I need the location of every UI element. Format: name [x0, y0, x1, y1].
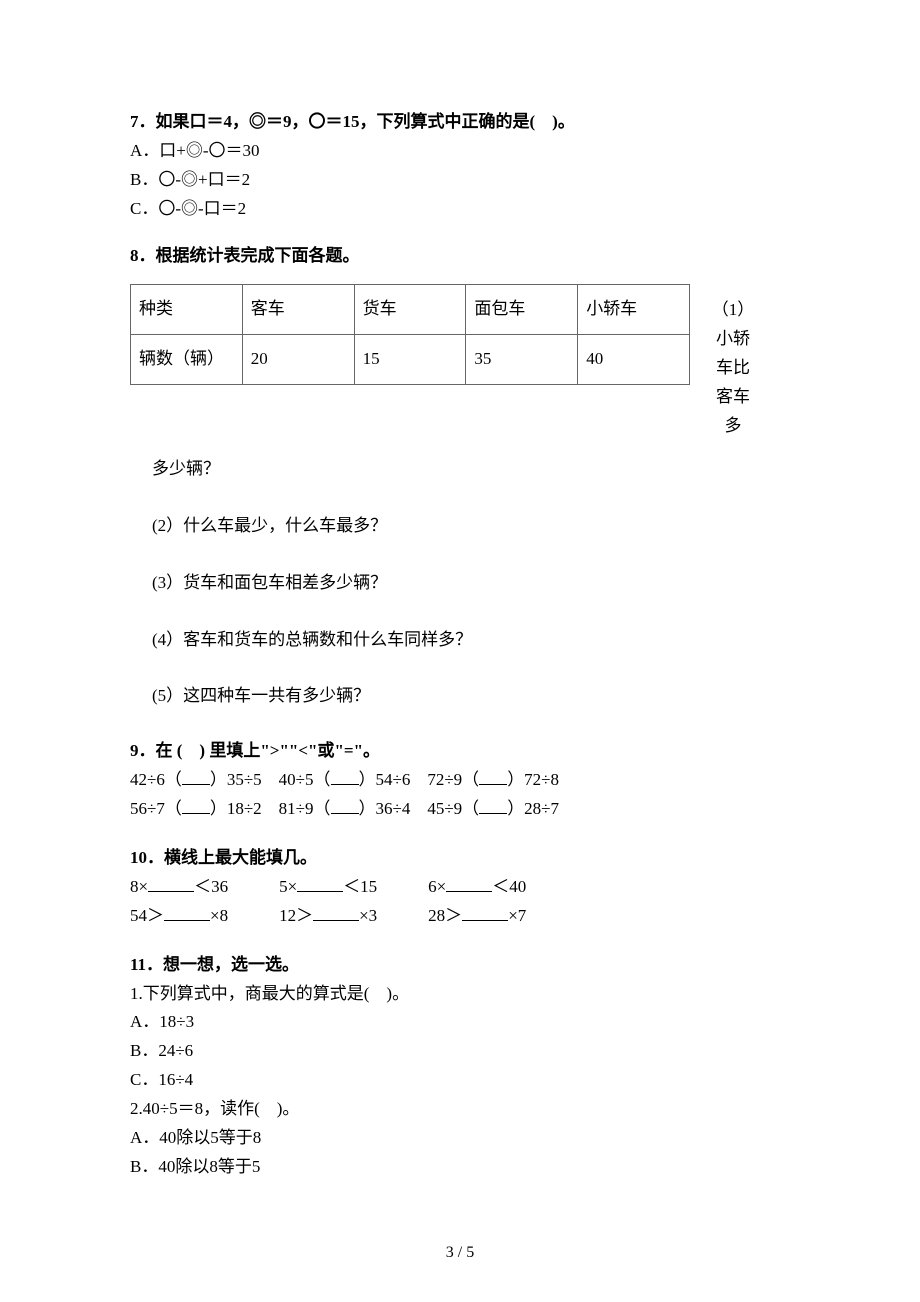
blank	[182, 796, 210, 814]
q11-title: 11．想一想，选一选。	[130, 951, 800, 980]
q10-text: ＜15 6×	[343, 877, 446, 896]
page-number: 3 / 5	[0, 1239, 920, 1266]
table-cell: 种类	[131, 285, 243, 335]
q8-side-text: （1）小轿车比客车多	[708, 296, 758, 440]
q11-s1-choice-c: C．16÷4	[130, 1066, 800, 1095]
q8-sub-4: (4）客车和货车的总辆数和什么车同样多？	[152, 626, 800, 655]
blank	[331, 767, 359, 785]
q8-table-wrap: 种类 客车 货车 面包车 小轿车 辆数（辆） 20 15 35 40 （1）小轿…	[130, 284, 800, 440]
table-cell: 小轿车	[578, 285, 690, 335]
q9-text: ）28÷7	[507, 799, 559, 818]
table-cell: 35	[466, 335, 578, 385]
q8-title: 8．根据统计表完成下面各题。	[130, 242, 800, 271]
q7-title: 7．如果口＝4，◎＝9，〇＝15，下列算式中正确的是( )。	[130, 108, 800, 137]
q7-choice-c: C．〇-◎-口＝2	[130, 195, 800, 224]
q9-text: 42÷6（	[130, 770, 182, 789]
blank	[479, 767, 507, 785]
q9-text: ）35÷5 40÷5（	[210, 770, 331, 789]
q9-line-1: 42÷6（ ）35÷5 40÷5（ ）54÷6 72÷9（ ）72÷8	[130, 766, 800, 795]
q10-text: ×8 12＞	[210, 906, 313, 925]
table-row: 种类 客车 货车 面包车 小轿车	[131, 285, 690, 335]
blank	[462, 903, 508, 921]
q10-text: ×3 28＞	[359, 906, 462, 925]
q11-sub2-choices: A．40除以5等于8 B．40除以8等于5	[130, 1124, 800, 1182]
q11-sub1-choices: A．18÷3 B．24÷6 C．16÷4	[130, 1008, 800, 1095]
blank	[479, 796, 507, 814]
q9-text: ）54÷6 72÷9（	[359, 770, 480, 789]
q7-choice-a: A．口+◎-〇＝30	[130, 137, 800, 166]
q8-sub-5: (5）这四种车一共有多少辆？	[152, 682, 800, 711]
q8-sub-2: (2）什么车最少，什么车最多？	[152, 512, 800, 541]
q10-line-1: 8× ＜36 5× ＜15 6× ＜40	[130, 873, 800, 902]
page: 7．如果口＝4，◎＝9，〇＝15，下列算式中正确的是( )。 A．口+◎-〇＝3…	[0, 0, 920, 1302]
q9-title: 9．在 ( ) 里填上">""<"或"="。	[130, 737, 800, 766]
table-cell: 客车	[242, 285, 354, 335]
q9-text: ）36÷4 45÷9（	[359, 799, 480, 818]
q10-text: ×7	[508, 906, 526, 925]
q7-choices: A．口+◎-〇＝30 B．〇-◎+口＝2 C．〇-◎-口＝2	[130, 137, 800, 224]
table-cell: 40	[578, 335, 690, 385]
blank	[313, 903, 359, 921]
q9-text: ）72÷8	[507, 770, 559, 789]
q10-text: 54＞	[130, 906, 164, 925]
q8-after: 多少辆？	[152, 455, 800, 484]
q11-sub1: 1.下列算式中，商最大的算式是( )。	[130, 980, 800, 1009]
q9-line-2: 56÷7（ ）18÷2 81÷9（ ）36÷4 45÷9（ ）28÷7	[130, 795, 800, 824]
q10-text: ＜36 5×	[194, 877, 297, 896]
blank	[297, 874, 343, 892]
q11-s1-choice-b: B．24÷6	[130, 1037, 800, 1066]
q11-s2-choice-a: A．40除以5等于8	[130, 1124, 800, 1153]
blank	[148, 874, 194, 892]
table-cell: 20	[242, 335, 354, 385]
q9-text: ）18÷2 81÷9（	[210, 799, 331, 818]
blank	[164, 903, 210, 921]
table-cell: 15	[354, 335, 466, 385]
q11-sub2: 2.40÷5＝8，读作( )。	[130, 1095, 800, 1124]
q8-sub-3: (3）货车和面包车相差多少辆？	[152, 569, 800, 598]
q10-text: ＜40	[492, 877, 526, 896]
table-cell: 面包车	[466, 285, 578, 335]
q10-title: 10．横线上最大能填几。	[130, 844, 800, 873]
q10-line-2: 54＞ ×8 12＞ ×3 28＞ ×7	[130, 902, 800, 931]
blank	[331, 796, 359, 814]
q8-table: 种类 客车 货车 面包车 小轿车 辆数（辆） 20 15 35 40	[130, 284, 690, 385]
q10-text: 8×	[130, 877, 148, 896]
blank	[182, 767, 210, 785]
table-row: 辆数（辆） 20 15 35 40	[131, 335, 690, 385]
q11-s1-choice-a: A．18÷3	[130, 1008, 800, 1037]
q7-choice-b: B．〇-◎+口＝2	[130, 166, 800, 195]
table-cell: 货车	[354, 285, 466, 335]
blank	[446, 874, 492, 892]
q9-text: 56÷7（	[130, 799, 182, 818]
q11-s2-choice-b: B．40除以8等于5	[130, 1153, 800, 1182]
table-cell: 辆数（辆）	[131, 335, 243, 385]
